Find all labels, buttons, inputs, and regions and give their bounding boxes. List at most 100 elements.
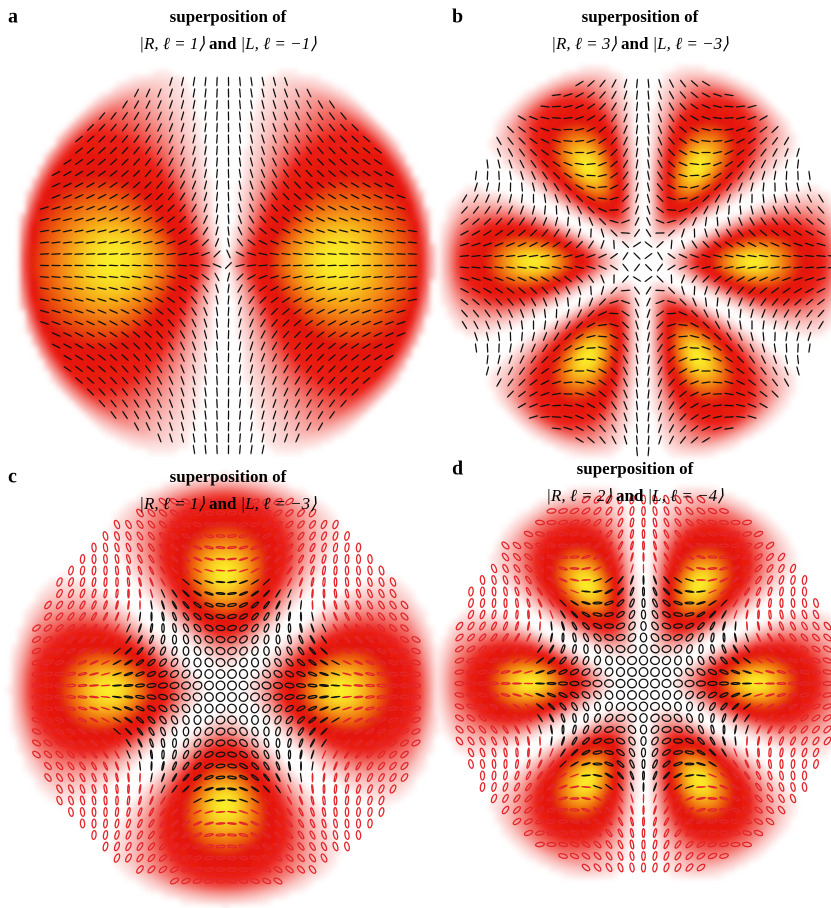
intensity-cell	[93, 280, 100, 287]
intensity-cell	[27, 328, 34, 335]
intensity-cell	[663, 174, 670, 181]
intensity-cell	[531, 168, 538, 175]
intensity-cell	[207, 196, 214, 203]
intensity-cell	[243, 370, 250, 377]
intensity-cell	[183, 196, 190, 203]
intensity-cell	[249, 292, 256, 299]
intensity-cell	[357, 124, 364, 131]
intensity-cell	[105, 340, 112, 347]
intensity-cell	[321, 382, 328, 389]
intensity-cell	[315, 256, 322, 263]
intensity-cell	[579, 192, 586, 199]
intensity-cell	[357, 178, 364, 185]
intensity-cell	[39, 316, 46, 323]
intensity-cell	[309, 418, 316, 425]
intensity-cell	[387, 376, 394, 383]
intensity-cell	[177, 442, 184, 449]
intensity-cell	[177, 256, 184, 263]
intensity-cell	[267, 148, 274, 155]
intensity-cell	[585, 162, 592, 169]
intensity-cell	[45, 364, 52, 371]
intensity-cell	[693, 72, 700, 79]
intensity-cell	[765, 120, 772, 127]
intensity-cell	[39, 244, 46, 251]
intensity-cell	[339, 154, 346, 161]
intensity-cell	[141, 88, 148, 95]
intensity-cell	[627, 174, 634, 181]
intensity-cell	[321, 292, 328, 299]
intensity-cell	[51, 268, 58, 275]
intensity-cell	[501, 198, 508, 205]
intensity-cell	[507, 114, 514, 121]
intensity-cell	[729, 84, 736, 91]
intensity-cell	[141, 244, 148, 251]
intensity-cell	[165, 190, 172, 197]
intensity-cell	[207, 244, 214, 251]
intensity-cell	[381, 154, 388, 161]
intensity-cell	[585, 180, 592, 187]
intensity-cell	[651, 132, 658, 139]
intensity-cell	[375, 124, 382, 131]
intensity-cell	[231, 226, 238, 233]
intensity-cell	[267, 382, 274, 389]
intensity-cell	[141, 370, 148, 377]
intensity-cell	[585, 144, 592, 151]
polarization-ellipse	[217, 146, 218, 155]
intensity-cell	[393, 376, 400, 383]
polarization-ellipse	[240, 100, 241, 109]
intensity-cell	[165, 292, 172, 299]
intensity-cell	[723, 120, 730, 127]
intensity-cell	[417, 256, 424, 263]
intensity-cell	[705, 72, 712, 79]
intensity-cell	[723, 96, 730, 103]
polarization-ellipse	[239, 135, 240, 144]
intensity-cell	[501, 144, 508, 151]
intensity-cell	[561, 96, 568, 103]
intensity-cell	[303, 178, 310, 185]
intensity-cell	[291, 292, 298, 299]
intensity-cell	[303, 82, 310, 89]
intensity-cell	[345, 94, 352, 101]
polarization-ellipse	[217, 135, 218, 144]
intensity-cell	[765, 132, 772, 139]
intensity-cell	[279, 400, 286, 407]
intensity-cell	[129, 250, 136, 257]
intensity-cell	[33, 232, 40, 239]
intensity-cell	[519, 120, 526, 127]
intensity-cell	[81, 250, 88, 257]
intensity-cell	[99, 388, 106, 395]
intensity-cell	[399, 352, 406, 359]
intensity-cell	[207, 202, 214, 209]
intensity-cell	[81, 292, 88, 299]
intensity-cell	[129, 442, 136, 449]
intensity-cell	[75, 154, 82, 161]
intensity-cell	[369, 214, 376, 221]
intensity-cell	[561, 132, 568, 139]
intensity-cell	[387, 166, 394, 173]
intensity-cell	[399, 232, 406, 239]
intensity-cell	[531, 144, 538, 151]
intensity-cell	[243, 352, 250, 359]
intensity-cell	[327, 118, 334, 125]
intensity-cell	[267, 424, 274, 431]
intensity-cell	[117, 370, 124, 377]
intensity-cell	[267, 292, 274, 299]
intensity-cell	[429, 244, 436, 251]
intensity-cell	[195, 130, 202, 137]
intensity-cell	[345, 196, 352, 203]
intensity-cell	[195, 280, 202, 287]
intensity-cell	[549, 144, 556, 151]
intensity-cell	[243, 364, 250, 371]
intensity-cell	[105, 346, 112, 353]
intensity-cell	[63, 388, 70, 395]
intensity-cell	[309, 190, 316, 197]
intensity-cell	[729, 108, 736, 115]
intensity-cell	[117, 208, 124, 215]
polarization-ellipse	[52, 277, 61, 278]
intensity-cell	[267, 130, 274, 137]
intensity-cell	[321, 184, 328, 191]
intensity-cell	[771, 108, 778, 115]
polarization-ellipse	[75, 277, 84, 278]
intensity-cell	[255, 196, 262, 203]
intensity-cell	[423, 286, 430, 293]
